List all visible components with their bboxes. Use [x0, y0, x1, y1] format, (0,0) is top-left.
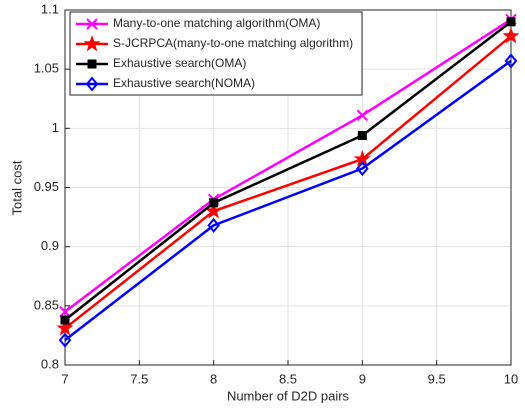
y-tick-label: 1 — [52, 120, 59, 135]
y-tick-label: 0.8 — [41, 356, 59, 371]
x-tick-label: 10 — [504, 371, 518, 386]
series-line — [64, 18, 512, 313]
y-tick-label: 0.9 — [41, 238, 59, 253]
legend-marker — [87, 59, 97, 69]
x-tick-label: 9 — [359, 371, 366, 386]
marker — [207, 217, 220, 233]
marker — [356, 109, 369, 122]
marker — [506, 17, 516, 27]
series-line — [64, 20, 512, 322]
marker — [58, 332, 72, 348]
legend: Many-to-one matching algorithm(OMA) S-JCR… — [69, 11, 363, 96]
plot-frame — [64, 9, 512, 366]
marker — [56, 319, 74, 336]
x-tick-label: 7 — [61, 371, 68, 386]
y-tick-label: 0.85 — [34, 297, 59, 312]
x-axis-label: Number of D2D pairs — [227, 388, 350, 403]
legend-label: Exhaustive search(OMA) — [113, 56, 246, 70]
legend-marker — [83, 34, 101, 52]
series-line — [64, 35, 512, 330]
marker — [209, 198, 219, 208]
series-line — [64, 59, 512, 342]
legend-marker — [86, 18, 98, 30]
legend-label: S-JCRPCA(many-to-one matching algorithm) — [113, 36, 353, 50]
marker — [357, 130, 367, 140]
x-tick-label: 7.5 — [130, 371, 148, 386]
marker — [60, 315, 70, 325]
y-tick-label: 1.1 — [41, 1, 59, 16]
x-tick-label: 8 — [210, 371, 217, 386]
marker — [356, 161, 369, 177]
y-axis-label: Total cost — [9, 160, 24, 215]
legend-label: Many-to-one matching algorithm(OMA) — [113, 16, 320, 30]
x-tick-label: 9.5 — [428, 371, 446, 386]
marker — [502, 26, 520, 44]
x-tick-label: 8.5 — [279, 371, 297, 386]
legend-box — [69, 11, 363, 96]
legend-marker — [85, 76, 99, 92]
marker — [504, 53, 518, 69]
marker — [205, 202, 223, 219]
y-tick-label: 1.05 — [34, 61, 59, 76]
y-tick-label: 0.95 — [34, 179, 59, 194]
marker — [59, 306, 71, 318]
legend-label: Exhaustive search(NOMA) — [113, 76, 255, 90]
